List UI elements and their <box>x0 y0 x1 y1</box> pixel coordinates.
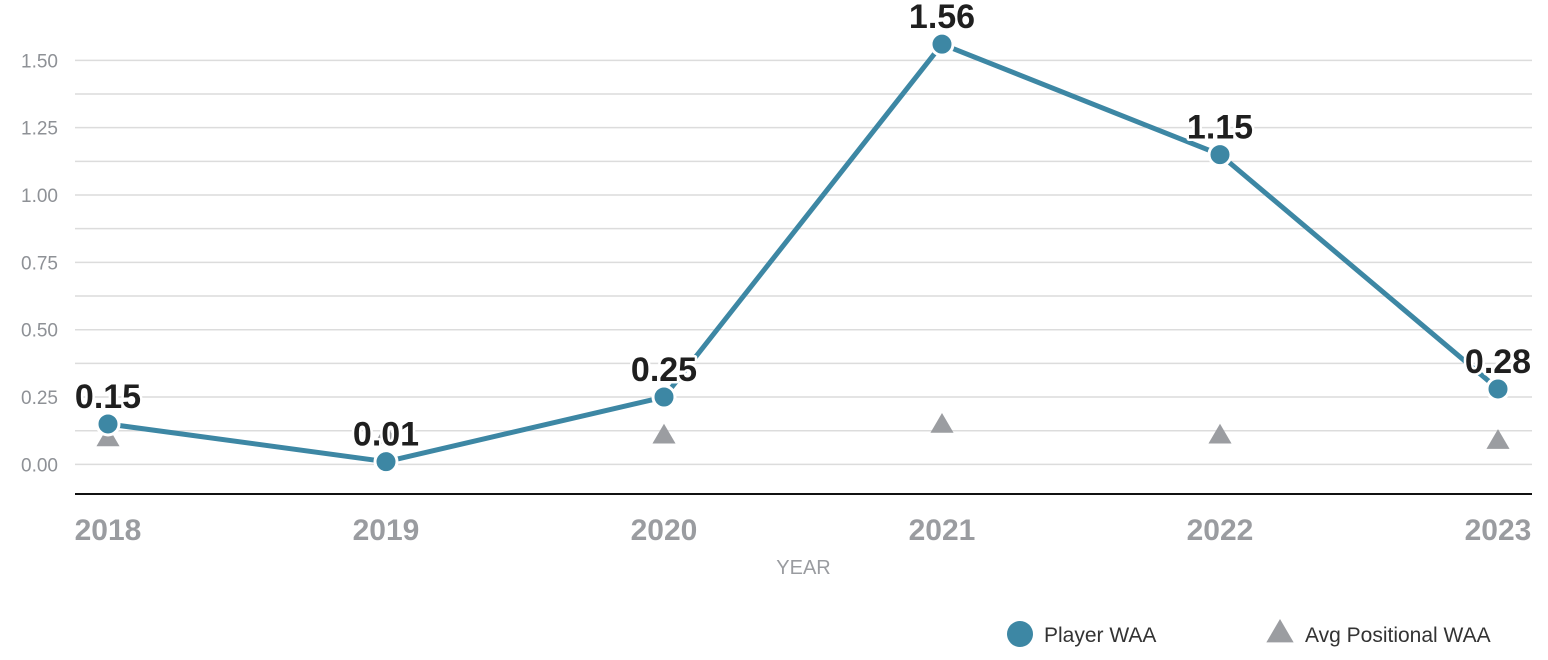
player-waa-point <box>1207 142 1233 168</box>
x-tick-label: 2019 <box>353 514 420 547</box>
data-label: 1.15 <box>1187 109 1253 147</box>
player-waa-points <box>95 31 1511 475</box>
y-tick-label: 0.25 <box>21 388 58 409</box>
y-tick-label: 1.00 <box>21 186 58 207</box>
data-label: 0.25 <box>631 351 697 389</box>
x-tick-label: 2022 <box>1187 514 1254 547</box>
legend-item-player-waa[interactable]: Player WAA <box>1007 621 1156 647</box>
y-tick-label: 0.75 <box>21 253 58 274</box>
x-tick-label: 2021 <box>909 514 976 547</box>
player-waa-point <box>651 384 677 410</box>
gridlines <box>75 59 1532 466</box>
legend-label-avg-positional-waa: Avg Positional WAA <box>1305 624 1491 647</box>
avg-positional-waa-marker <box>1486 429 1510 449</box>
player-waa-line <box>105 41 1501 465</box>
player-waa-point <box>95 411 121 437</box>
data-label: 1.56 <box>909 0 975 36</box>
player-waa-series <box>105 41 1501 465</box>
x-tick-label: 2020 <box>631 514 698 547</box>
y-tick-label: 1.25 <box>21 119 58 140</box>
data-labels: 0.15 0.01 0.25 1.56 1.15 0.28 <box>72 0 1533 456</box>
data-label: 0.15 <box>75 378 141 416</box>
avg-positional-waa-marker <box>930 412 954 433</box>
x-tick-label: 2023 <box>1465 514 1532 547</box>
data-label: 0.01 <box>353 416 419 454</box>
legend-triangle-marker <box>1266 619 1294 643</box>
y-tick-label: 0.50 <box>21 321 58 342</box>
avg-positional-waa-marker <box>374 423 398 444</box>
x-axis-label: YEAR <box>776 557 830 579</box>
legend-item-avg-positional-waa[interactable]: Avg Positional WAA <box>1266 619 1491 647</box>
x-axis-ticks: 2018 2019 2020 2021 2022 2023 <box>75 514 1532 547</box>
y-tick-label: 1.50 <box>21 51 58 72</box>
legend-label-player-waa: Player WAA <box>1044 624 1156 647</box>
legend-circle-marker <box>1007 621 1033 647</box>
player-waa-point <box>929 31 955 57</box>
legend[interactable]: Player WAA Avg Positional WAA <box>1007 619 1491 647</box>
player-waa-point <box>373 449 399 475</box>
avg-positional-waa-series <box>96 412 1510 449</box>
x-tick-label: 2018 <box>75 514 142 547</box>
avg-positional-waa-marker <box>1208 423 1232 444</box>
y-tick-label: 0.00 <box>21 455 58 476</box>
player-waa-point <box>1485 376 1511 402</box>
avg-positional-waa-marker <box>652 423 676 444</box>
data-label: 0.28 <box>1465 343 1531 381</box>
y-axis-ticks: 0.00 0.25 0.50 0.75 1.00 1.25 1.50 <box>21 51 58 476</box>
